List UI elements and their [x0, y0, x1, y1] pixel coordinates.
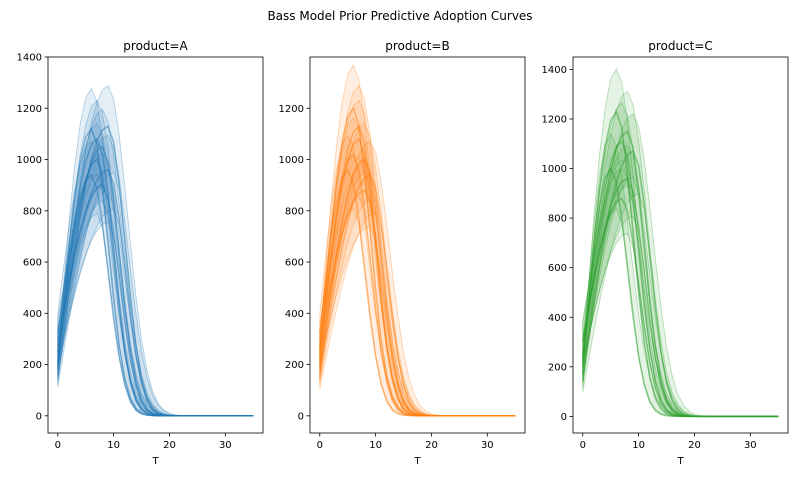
y-tick-label: 1200: [279, 104, 304, 115]
plot-area: [57, 85, 254, 417]
y-tick-label: 0: [561, 412, 567, 423]
series-line: [57, 125, 254, 417]
y-tick-label: 0: [36, 411, 42, 422]
y-tick-label: 400: [548, 313, 567, 324]
x-tick-label: 20: [163, 440, 176, 451]
chart-panels: 0 10 20 300200400600800100012001400product=…: [17, 39, 789, 467]
y-tick-label: 1400: [17, 53, 42, 64]
y-tick-label: 800: [285, 206, 304, 217]
x-tick-label: 20: [425, 440, 438, 451]
x-axis-label: T: [151, 456, 159, 467]
y-tick-label: 1000: [542, 164, 567, 175]
chart-panel-1: 0 10 20 30 0 200 400 600 800 1000 1200 1400 product=…: [17, 39, 264, 467]
figure-suptitle: Bass Model Prior Predictive Adoption Cur…: [267, 9, 532, 23]
x-tick-label: 30: [219, 440, 232, 451]
y-tick-label: 200: [285, 360, 304, 371]
y-tick-label: 1200: [542, 114, 567, 125]
x-tick-label: 0: [580, 440, 586, 451]
axes-frame: [309, 56, 526, 434]
x-tick-label: 30: [481, 440, 494, 451]
plot-area: [319, 64, 516, 417]
panel-title: product=A: [123, 39, 188, 53]
x-tick-label: 10: [632, 440, 645, 451]
chart-panel-2: 0 10 20 30 0 200 400 600 800 1000 1200 product=B T: [279, 39, 526, 467]
x-tick-label: 0: [317, 440, 323, 451]
credible-band: [319, 117, 516, 417]
y-tick-label: 800: [548, 214, 567, 225]
y-tick-label: 600: [285, 258, 304, 269]
panel-title: product=B: [385, 39, 449, 53]
y-tick-label: 1200: [17, 104, 42, 115]
x-tick-label: 10: [369, 440, 382, 451]
x-tick-label: 0: [55, 440, 61, 451]
y-tick-label: 1000: [17, 155, 42, 166]
chart-panel-3: 0 10 20 30 0 200 400 600 800 1000 1200 1400 product=…: [542, 39, 789, 467]
y-tick-label: 1000: [279, 155, 304, 166]
y-tick-label: 200: [548, 362, 567, 373]
plot-area: [582, 67, 779, 418]
axes-frame: [572, 56, 789, 434]
x-tick-label: 10: [107, 440, 120, 451]
panel-title: product=C: [648, 39, 713, 53]
y-tick-label: 1400: [542, 65, 567, 76]
axes-frame: [47, 56, 264, 434]
x-axis-label: T: [413, 456, 421, 467]
y-tick-label: 400: [23, 309, 42, 320]
y-tick-label: 600: [23, 258, 42, 269]
y-tick-label: 600: [548, 263, 567, 274]
credible-band: [582, 90, 779, 417]
x-axis-label: T: [676, 456, 684, 467]
y-tick-label: 200: [23, 360, 42, 371]
series-line: [319, 152, 516, 417]
y-tick-label: 800: [23, 206, 42, 217]
series-line: [582, 130, 779, 418]
y-tick-label: 400: [285, 309, 304, 320]
y-tick-label: 0: [298, 411, 304, 422]
x-tick-label: 20: [688, 440, 701, 451]
x-tick-label: 30: [744, 440, 757, 451]
